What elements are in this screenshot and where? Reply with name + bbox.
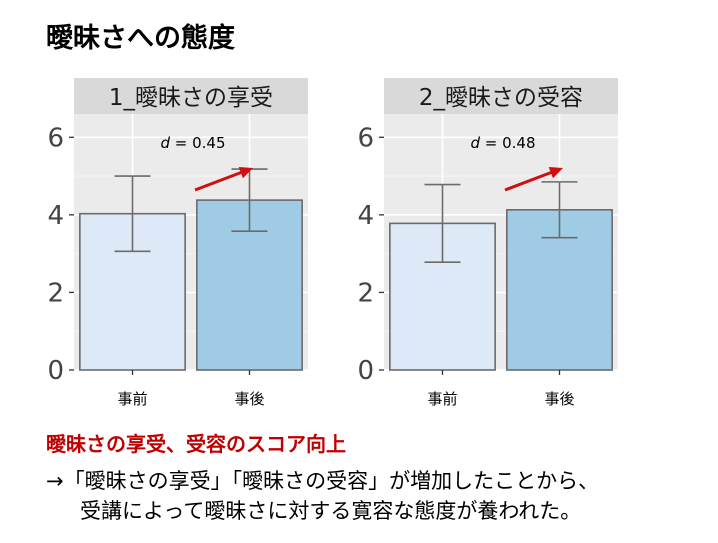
conclusion-line-2: 受講によって曖昧さに対する寛容な態度が養われた。 <box>80 499 582 523</box>
effect-size-value: = 0.45 <box>170 134 226 152</box>
chart-acceptance: 2_曖昧さの受容 0 2 4 6 事前 事後 d = 0.48 <box>357 78 618 408</box>
conclusion-heading: 曖昧さの享受、受容のスコア向上 <box>46 432 346 456</box>
effect-size-value: = 0.48 <box>480 134 536 152</box>
page-title: 曖昧さへの態度 <box>46 23 235 54</box>
conclusion-line-1: →「曖昧さの享受」「曖昧さの受容」が増加したことから、 <box>46 469 600 493</box>
facet-title: 1_曖昧さの享受 <box>109 85 273 111</box>
chart-1-group: 1_曖昧さの享受 0 2 4 6 事前 事後 d = 0.45 <box>47 78 308 408</box>
y-tick-label: 0 <box>47 356 64 386</box>
increase-arrow-line <box>194 169 246 192</box>
increase-arrow-head <box>548 167 563 179</box>
conclusion-text: →「曖昧さの享受」「曖昧さの受容」が増加したことから、 受講によって曖昧さに対す… <box>46 466 599 526</box>
effect-size-label: d = 0.45 <box>160 134 225 152</box>
y-tick-label: 4 <box>47 201 64 231</box>
y-tick-label: 6 <box>357 123 374 153</box>
chart-2-group: 2_曖昧さの受容 0 2 4 6 事前 事後 d = 0.48 <box>357 78 618 408</box>
effect-size-symbol: d <box>470 134 480 152</box>
y-tick-label: 4 <box>357 201 374 231</box>
y-tick-label: 2 <box>47 278 64 308</box>
y-tick-label: 6 <box>47 123 64 153</box>
y-tick-label: 0 <box>357 356 374 386</box>
facet-title: 2_曖昧さの受容 <box>419 85 583 111</box>
effect-size-label: d = 0.48 <box>470 134 535 152</box>
increase-arrow-line <box>504 169 556 192</box>
facet-strip <box>74 78 308 114</box>
increase-arrow-head <box>238 167 253 179</box>
x-tick-label: 事前 <box>427 390 457 408</box>
y-tick-label: 2 <box>357 278 374 308</box>
chart-enjoyment: 1_曖昧さの享受 0 2 4 6 事前 事後 d = 0.45 <box>47 78 308 408</box>
x-tick-label: 事前 <box>117 390 147 408</box>
x-tick-label: 事後 <box>544 390 574 408</box>
effect-size-symbol: d <box>160 134 170 152</box>
facet-strip <box>384 78 618 114</box>
x-tick-label: 事後 <box>234 390 264 408</box>
